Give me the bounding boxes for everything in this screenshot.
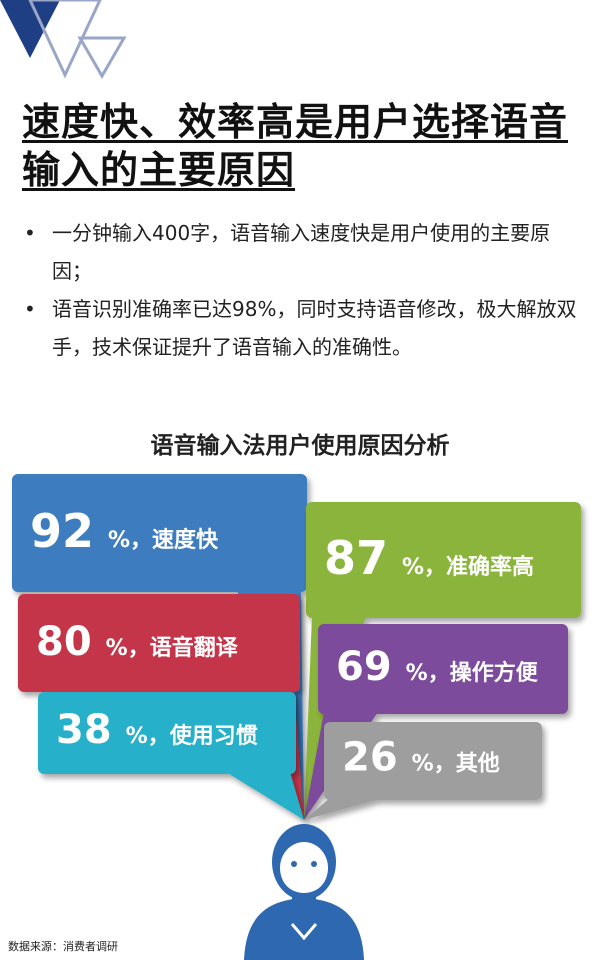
person-beard xyxy=(280,872,328,899)
category-label: %，操作方便 xyxy=(406,660,539,686)
value-label: 80 xyxy=(36,619,92,665)
bullet-list: 一分钟输入400字，语音输入速度快是用户使用的主要原因； 语音识别准确率已达98… xyxy=(22,214,582,366)
person-body xyxy=(244,898,364,960)
bubble-label: 92 %，速度快 xyxy=(30,504,219,558)
bubble-tail xyxy=(304,798,384,820)
dark-triangle xyxy=(0,0,60,58)
value-label: 87 xyxy=(324,531,388,585)
bubble-box xyxy=(38,692,296,774)
bubble-box xyxy=(318,624,568,714)
person-face xyxy=(280,842,328,894)
decorative-triangles xyxy=(0,0,127,79)
bubble-label: 80 %，语音翻译 xyxy=(36,619,239,665)
person-icon xyxy=(244,824,364,960)
page-title: 速度快、效率高是用户选择语音输入的主要原因 xyxy=(22,100,569,192)
bubble-box xyxy=(18,594,300,692)
person-eye-right xyxy=(311,861,317,867)
bubble-box xyxy=(324,722,542,800)
bubble-其他 xyxy=(304,722,542,820)
category-label: %，其他 xyxy=(412,751,500,776)
category-label: %，语音翻译 xyxy=(106,635,239,661)
bubble-label: 26 %，其他 xyxy=(342,734,500,780)
bubble-label: 69 %，操作方便 xyxy=(336,644,539,690)
bubble-tail xyxy=(226,772,304,820)
source-note: 数据来源：消费者调研 xyxy=(8,940,118,953)
bubble-box xyxy=(12,474,307,592)
bubble-label: 38 %，使用习惯 xyxy=(56,707,258,753)
person-eye-left xyxy=(291,861,297,867)
bubble-box xyxy=(306,502,581,618)
bullet-item: 语音识别准确率已达98%，同时支持语音修改，极大解放双手，技术保证提升了语音输入… xyxy=(22,290,582,366)
value-label: 69 xyxy=(336,644,392,690)
value-label: 26 xyxy=(342,734,398,780)
chart-title: 语音输入法用户使用原因分析 xyxy=(150,433,450,459)
bubble-使用习惯 xyxy=(38,692,304,820)
person-collar xyxy=(290,923,318,941)
outline-triangle-small xyxy=(77,36,127,79)
bullet-item: 一分钟输入400字，语音输入速度快是用户使用的主要原因； xyxy=(22,214,582,290)
category-label: %，准确率高 xyxy=(402,554,534,580)
value-label: 92 xyxy=(30,504,94,558)
category-label: %，速度快 xyxy=(108,527,219,553)
category-label: %，使用习惯 xyxy=(126,724,258,749)
value-label: 38 xyxy=(56,707,112,753)
bubble-label: 87 %，准确率高 xyxy=(324,531,534,585)
